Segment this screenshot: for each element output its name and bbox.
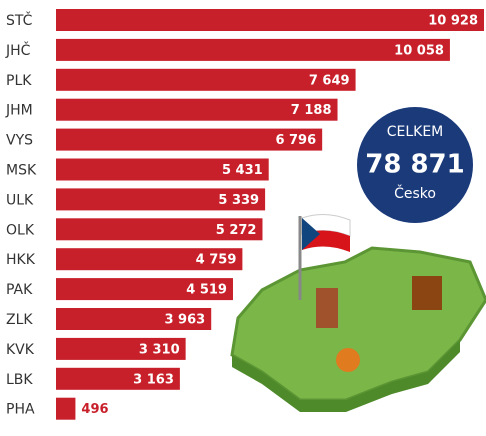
value-label: 10 928 bbox=[428, 14, 478, 29]
bar bbox=[56, 278, 233, 301]
bar bbox=[56, 308, 212, 330]
y-tick-label: JHČ bbox=[5, 41, 31, 59]
value-label: 10 058 bbox=[394, 43, 444, 58]
y-tick-label: LBK bbox=[6, 372, 33, 388]
bar bbox=[56, 128, 323, 151]
value-label: 3 963 bbox=[164, 313, 205, 328]
y-tick-label: VYS bbox=[6, 133, 33, 149]
y-tick-label: PLK bbox=[6, 73, 32, 89]
total-title: CELKEM bbox=[387, 124, 444, 140]
value-label: 7 649 bbox=[309, 73, 350, 88]
value-label: 3 163 bbox=[133, 372, 174, 387]
y-tick-label: JHM bbox=[5, 103, 33, 119]
bar bbox=[56, 248, 243, 271]
y-tick-label: HKK bbox=[6, 252, 36, 268]
total-subtitle: Česko bbox=[394, 184, 436, 202]
map-illustration bbox=[230, 214, 486, 412]
bar bbox=[56, 68, 356, 91]
value-label: 6 796 bbox=[275, 133, 316, 148]
value-label: 5 431 bbox=[222, 163, 263, 178]
value-label: 4 519 bbox=[186, 283, 227, 298]
bar bbox=[56, 367, 180, 390]
bar bbox=[56, 188, 266, 211]
value-label: 3 310 bbox=[139, 342, 180, 357]
y-tick-label: ZLK bbox=[6, 312, 33, 328]
bar bbox=[56, 218, 263, 241]
total-value: 78 871 bbox=[365, 150, 465, 180]
value-label: 5 339 bbox=[218, 193, 259, 208]
bar bbox=[56, 397, 76, 420]
value-label: 4 759 bbox=[196, 253, 237, 268]
bar bbox=[56, 98, 338, 121]
value-label: 5 272 bbox=[216, 223, 257, 238]
y-tick-label: PAK bbox=[6, 282, 33, 298]
total-badge bbox=[357, 107, 473, 223]
y-tick-label: MSK bbox=[6, 163, 37, 179]
y-tick-label: KVK bbox=[6, 342, 35, 358]
y-tick-label: OLK bbox=[6, 222, 35, 238]
bar bbox=[56, 9, 484, 31]
value-label: 7 188 bbox=[291, 103, 332, 118]
y-tick-label: PHA bbox=[6, 402, 35, 418]
bar bbox=[56, 38, 450, 61]
value-label: 496 bbox=[81, 402, 108, 417]
bar bbox=[56, 158, 269, 181]
y-tick-label: ULK bbox=[6, 192, 34, 208]
bar bbox=[56, 337, 186, 360]
y-tick-label: STČ bbox=[6, 11, 33, 29]
